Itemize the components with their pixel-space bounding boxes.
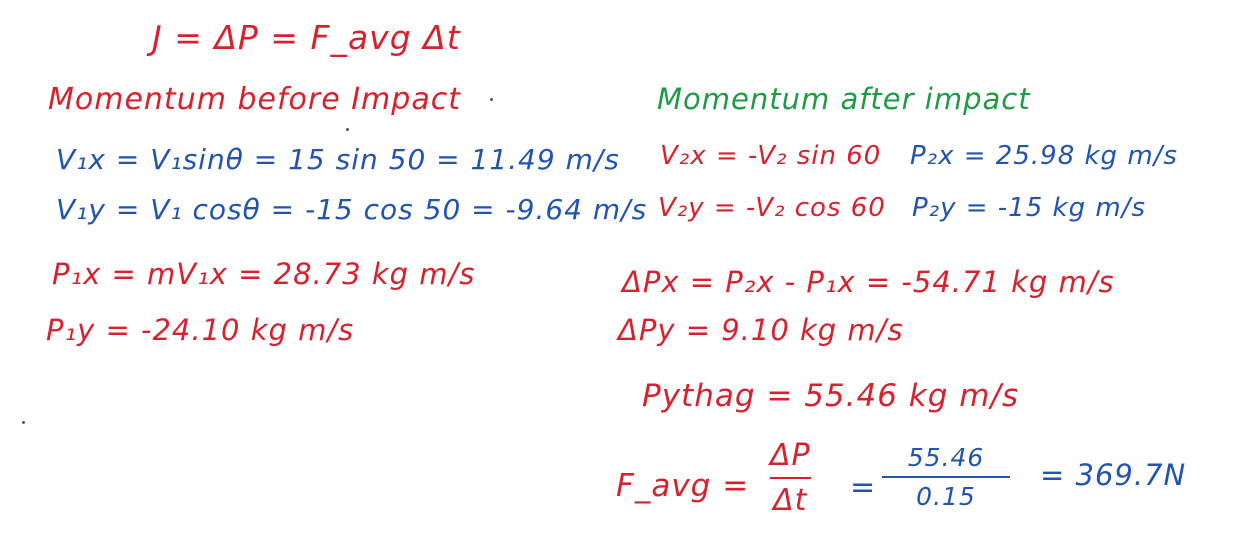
stray-dot bbox=[346, 128, 349, 131]
fraction-dp-over-dt: ΔP Δt bbox=[770, 438, 811, 518]
fraction-value-bar bbox=[882, 476, 1010, 478]
impulse-formula: J = ΔP = F_avg Δt bbox=[152, 18, 461, 57]
fraction-value-denominator: 0.15 bbox=[916, 482, 976, 511]
force-result: = 369.7N bbox=[1040, 458, 1187, 492]
fraction-numerator: ΔP bbox=[770, 438, 811, 473]
v1y-equation: V₁y = V₁ cosθ = -15 cos 50 = -9.64 m/s bbox=[56, 193, 648, 226]
equals-sign: = bbox=[850, 470, 877, 505]
favg-label: F_avg = bbox=[616, 468, 750, 504]
fraction-value-numerator: 55.46 bbox=[907, 443, 985, 472]
stray-dot bbox=[22, 421, 25, 424]
p2y-equation: P₂y = -15 kg m/s bbox=[912, 193, 1146, 223]
heading-momentum-before: Momentum before Impact bbox=[48, 82, 461, 117]
v2y-equation: V₂y = -V₂ cos 60 bbox=[658, 193, 886, 223]
delta-py-equation: ΔPy = 9.10 kg m/s bbox=[618, 313, 904, 347]
p1x-equation: P₁x = mV₁x = 28.73 kg m/s bbox=[52, 257, 476, 291]
p1y-equation: P₁y = -24.10 kg m/s bbox=[46, 313, 355, 347]
fraction-bar bbox=[770, 477, 811, 479]
pythag-equation: Pythag = 55.46 kg m/s bbox=[642, 378, 1020, 414]
v1x-equation: V₁x = V₁sinθ = 15 sin 50 = 11.49 m/s bbox=[56, 143, 620, 176]
fraction-denominator: Δt bbox=[773, 483, 808, 518]
delta-px-equation: ΔPx = P₂x - P₁x = -54.71 kg m/s bbox=[622, 265, 1115, 299]
heading-momentum-after: Momentum after impact bbox=[657, 82, 1031, 116]
fraction-value: 55.46 0.15 bbox=[882, 443, 1010, 511]
stray-dot bbox=[490, 98, 493, 101]
p2x-equation: P₂x = 25.98 kg m/s bbox=[910, 141, 1178, 171]
v2x-equation: V₂x = -V₂ sin 60 bbox=[660, 141, 882, 171]
